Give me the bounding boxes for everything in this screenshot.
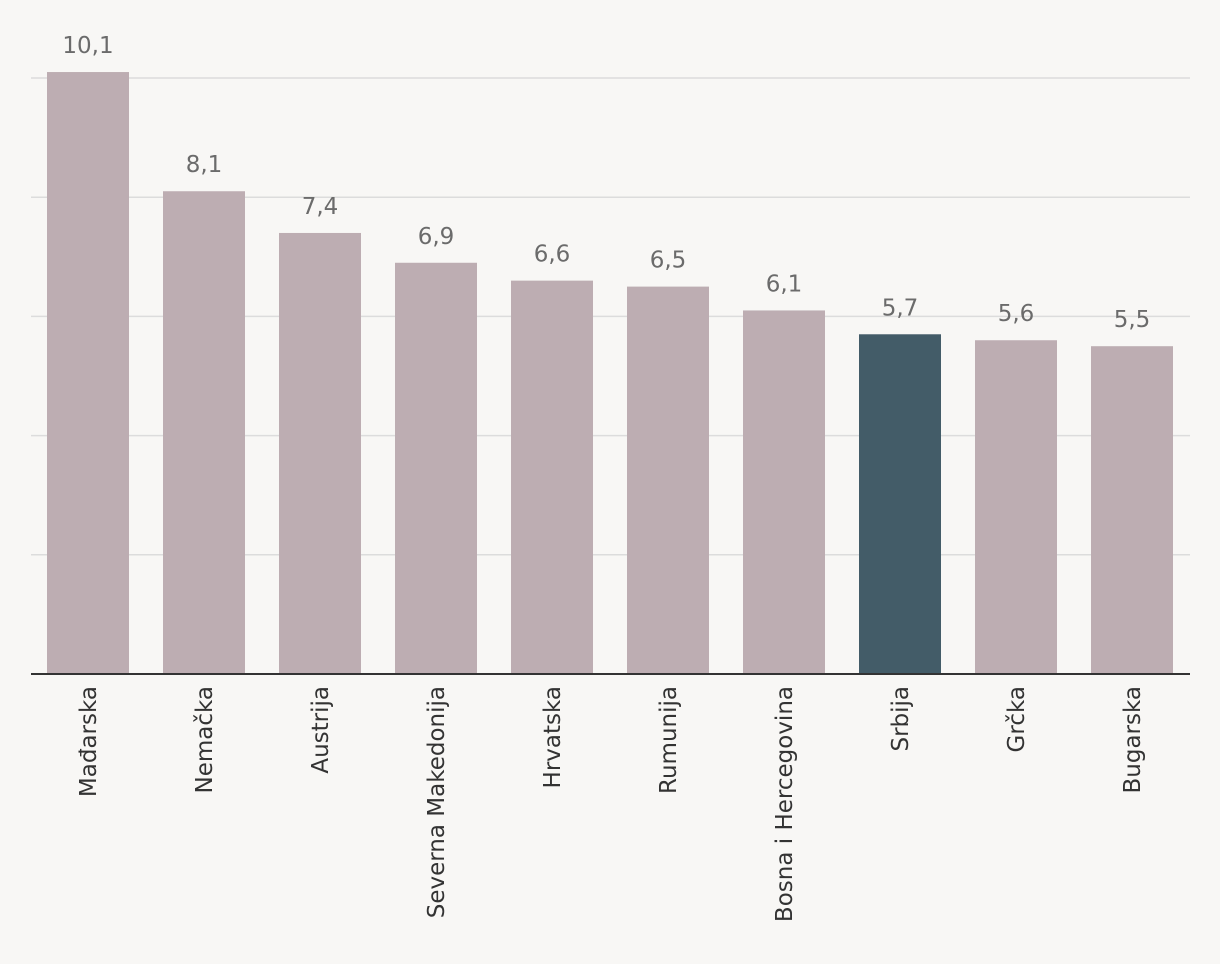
category-labels: Mađarska Nemačka Austrija Severna Makedonij… bbox=[76, 686, 1146, 922]
category-label: Severna Makedonija bbox=[424, 686, 450, 918]
value-label: 5,7 bbox=[882, 295, 919, 321]
value-label: 6,1 bbox=[766, 271, 803, 297]
category-label: Bugarska bbox=[1120, 686, 1146, 794]
value-label: 8,1 bbox=[186, 152, 223, 178]
value-label: 6,6 bbox=[534, 242, 571, 268]
value-label: 6,5 bbox=[650, 248, 687, 274]
bar bbox=[163, 191, 245, 675]
category-label: Bosna i Hercegovina bbox=[772, 686, 798, 922]
category-label: Hrvatska bbox=[540, 686, 566, 788]
category-label: Austrija bbox=[308, 686, 334, 774]
bar bbox=[279, 232, 361, 674]
value-label: 6,9 bbox=[418, 224, 455, 250]
value-label: 5,5 bbox=[1114, 307, 1151, 333]
bar bbox=[47, 72, 129, 675]
bar bbox=[395, 262, 477, 674]
value-label: 7,4 bbox=[302, 194, 339, 220]
category-label: Nemačka bbox=[192, 686, 218, 794]
bars bbox=[47, 72, 1173, 675]
value-label: 5,6 bbox=[998, 301, 1035, 327]
bar bbox=[1091, 346, 1173, 674]
category-label: Rumunija bbox=[656, 686, 682, 794]
bar bbox=[511, 280, 593, 674]
category-label: Srbija bbox=[888, 686, 914, 752]
value-labels: 10,1 8,1 7,4 6,9 6,6 6,5 6,1 5,7 5,6 5,5 bbox=[62, 33, 1150, 333]
bar bbox=[627, 286, 709, 674]
bar bbox=[975, 340, 1057, 674]
value-label: 10,1 bbox=[62, 33, 113, 59]
category-label: Mađarska bbox=[76, 686, 102, 797]
category-label: Grčka bbox=[1004, 686, 1030, 752]
bar bbox=[743, 310, 825, 674]
bar bbox=[859, 334, 941, 674]
